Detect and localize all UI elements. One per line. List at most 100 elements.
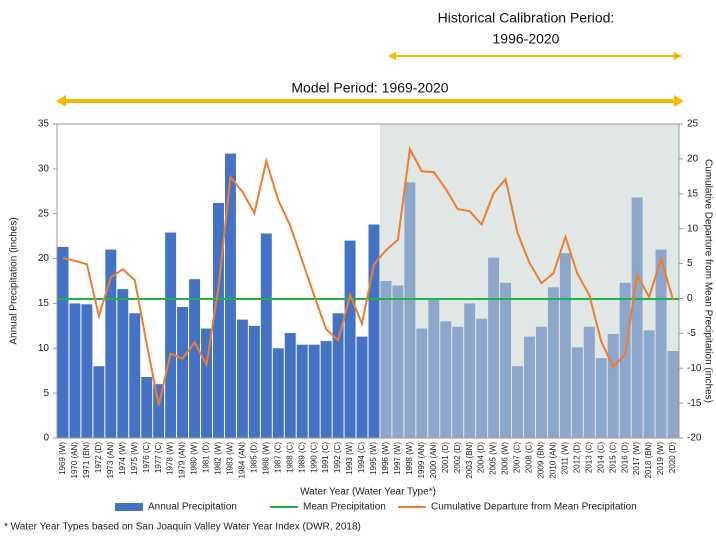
x-tick-label: 1973 (AN) (106, 442, 115, 479)
bar (141, 376, 153, 438)
bar (224, 153, 236, 438)
x-tick-label: 1990 (C) (309, 442, 318, 473)
x-tick-label: 2007 (C) (513, 442, 522, 473)
bar (93, 366, 105, 438)
x-tick-label: 2014 (C) (596, 442, 605, 473)
y-axis-title: Annual Precipitation (inches) (9, 217, 20, 344)
bar (105, 249, 117, 438)
model-arrow (56, 95, 684, 107)
bar (129, 313, 141, 438)
x-tick-label: 1980 (W) (190, 442, 199, 475)
x-axis-title: Water Year (Water Year Type*) (300, 487, 436, 498)
bar (189, 279, 201, 438)
x-tick-label: 2004 (D) (477, 442, 486, 473)
y2-tick-label: 5 (687, 258, 693, 269)
bar (296, 344, 308, 438)
x-tick-label: 1976 (C) (142, 442, 151, 473)
x-tick-label: 1994 (C) (357, 442, 366, 473)
y2-axis-title: Cumulative Departure from Mean Precipita… (702, 159, 713, 403)
x-tick-label: 1985 (D) (249, 442, 258, 473)
x-tick-label: 2017 (W) (632, 442, 641, 475)
y-tick-label: 5 (43, 388, 49, 399)
y2-tick-label: -20 (687, 433, 702, 444)
x-tick-label: 1975 (W) (130, 442, 139, 475)
x-tick-label: 2009 (BN) (537, 442, 546, 479)
x-tick-label: 2001 (D) (441, 442, 450, 473)
y-tick-label: 15 (38, 298, 50, 309)
x-tick-label: 1978 (W) (166, 442, 175, 475)
bar (201, 328, 212, 438)
y-tick-label: 30 (38, 163, 50, 174)
x-tick-label: 1996 (W) (381, 442, 390, 475)
y-tick-label: 25 (38, 208, 50, 219)
x-tick-label: 2015 (C) (608, 442, 617, 473)
y-tick-label: 35 (38, 119, 50, 130)
x-tick-label: 1999 (AN) (417, 442, 426, 479)
bar (117, 289, 129, 438)
shaded-region (379, 124, 679, 438)
x-tick-label: 1989 (C) (297, 442, 306, 473)
model-label: Model Period: 1969-2020 (291, 80, 448, 96)
x-tick-label: 1997 (W) (393, 442, 402, 475)
bar (344, 240, 356, 438)
x-tick-label: 1995 (W) (369, 442, 378, 475)
x-tick-label: 1987 (C) (273, 442, 282, 473)
bar (81, 304, 93, 438)
bar (69, 303, 81, 438)
bar (236, 319, 248, 438)
x-tick-label: 1971 (BN) (82, 442, 91, 479)
x-tick-label: 1988 (C) (285, 442, 294, 473)
x-tick-label: 2003 (BN) (465, 442, 474, 479)
bar (153, 384, 165, 438)
x-tick-label: 1969 (W) (58, 442, 67, 475)
departure-line (62, 145, 674, 406)
legend-label: Cumulative Departure from Mean Precipita… (431, 502, 637, 513)
x-tick-label: 1982 (W) (214, 442, 223, 475)
y2-tick-label: -10 (687, 363, 702, 374)
x-tick-label: 1991 (C) (321, 442, 330, 473)
y2-tick-label: 20 (687, 154, 699, 165)
bar (308, 344, 320, 438)
legend-swatch (115, 503, 143, 511)
x-tick-label: 1981 (D) (202, 442, 211, 473)
x-tick-label: 1972 (D) (94, 442, 103, 473)
legend-label: Mean Precipitation (303, 502, 386, 513)
bar (213, 202, 224, 438)
bar (177, 307, 189, 438)
y2-tick-label: 10 (687, 223, 699, 234)
bar (332, 313, 344, 438)
calibration-arrow (388, 52, 682, 60)
y2-tick-label: -15 (687, 398, 702, 409)
x-tick-label: 2010 (AN) (549, 442, 558, 479)
x-tick-label: 2018 (BN) (644, 442, 653, 479)
bar (57, 246, 69, 438)
x-tick-label: 2005 (W) (489, 442, 498, 475)
y2-tick-label: 25 (687, 119, 699, 130)
y-tick-label: 10 (38, 343, 50, 354)
bar (356, 336, 368, 438)
x-tick-label: 2006 (W) (501, 442, 510, 475)
x-tick-label: 1970 (AN) (70, 442, 79, 479)
x-tick-label: 1986 (W) (261, 442, 270, 475)
x-tick-label: 2013 (C) (584, 442, 593, 473)
bar (320, 341, 332, 438)
y-tick-label: 20 (38, 253, 50, 264)
x-tick-label: 1979 (AN) (178, 442, 187, 479)
x-tick-label: 2019 (W) (656, 442, 665, 475)
x-tick-label: 2008 (C) (525, 442, 534, 473)
x-tick-label: 2012 (D) (572, 442, 581, 473)
x-tick-label: 2011 (W) (560, 442, 569, 475)
bar (165, 232, 177, 438)
x-tick-label: 2020 (D) (668, 442, 677, 473)
footnote: * Water Year Types based on San Joaquin … (4, 522, 361, 533)
x-tick-label: 1974 (W) (118, 442, 127, 475)
x-tick-label: 1993 (W) (345, 442, 354, 475)
x-tick-label: 1998 (W) (405, 442, 414, 475)
legend-label: Annual Precipitation (148, 502, 237, 513)
calibration-label: 1996-2020 (493, 31, 560, 47)
plot-frame (56, 123, 680, 439)
x-tick-label: 1983 (W) (226, 442, 235, 475)
y2-tick-label: 15 (687, 188, 699, 199)
x-tick-label: 2000 (AN) (429, 442, 438, 479)
